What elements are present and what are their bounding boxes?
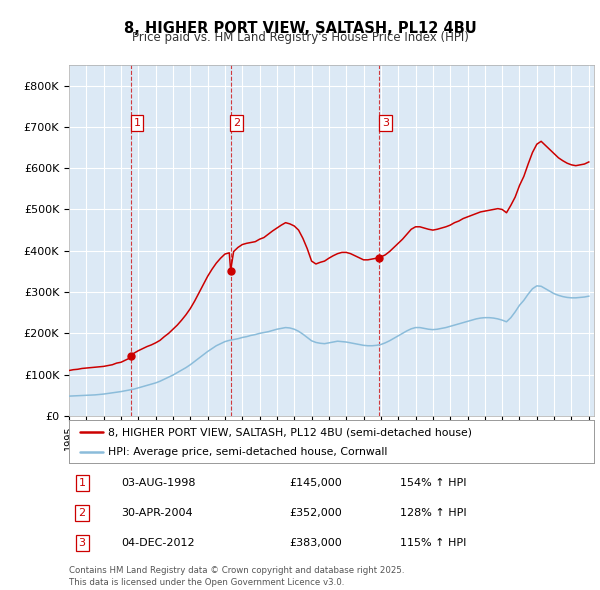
Text: 8, HIGHER PORT VIEW, SALTASH, PL12 4BU: 8, HIGHER PORT VIEW, SALTASH, PL12 4BU — [124, 21, 476, 35]
Text: 3: 3 — [79, 538, 86, 548]
Text: Price paid vs. HM Land Registry's House Price Index (HPI): Price paid vs. HM Land Registry's House … — [131, 31, 469, 44]
Text: 2: 2 — [233, 118, 241, 128]
Text: 1: 1 — [79, 478, 86, 488]
Text: 1: 1 — [134, 118, 140, 128]
Text: 154% ↑ HPI: 154% ↑ HPI — [400, 478, 466, 488]
Text: Contains HM Land Registry data © Crown copyright and database right 2025.
This d: Contains HM Land Registry data © Crown c… — [69, 566, 404, 587]
Text: 3: 3 — [382, 118, 389, 128]
Text: 03-AUG-1998: 03-AUG-1998 — [121, 478, 196, 488]
Text: 115% ↑ HPI: 115% ↑ HPI — [400, 538, 466, 548]
Text: £145,000: £145,000 — [290, 478, 342, 488]
Text: £352,000: £352,000 — [290, 508, 342, 518]
Text: 128% ↑ HPI: 128% ↑ HPI — [400, 508, 466, 518]
Text: HPI: Average price, semi-detached house, Cornwall: HPI: Average price, semi-detached house,… — [109, 447, 388, 457]
Text: £383,000: £383,000 — [290, 538, 342, 548]
Text: 8, HIGHER PORT VIEW, SALTASH, PL12 4BU (semi-detached house): 8, HIGHER PORT VIEW, SALTASH, PL12 4BU (… — [109, 427, 472, 437]
Text: 30-APR-2004: 30-APR-2004 — [121, 508, 193, 518]
Text: 2: 2 — [79, 508, 86, 518]
Text: 04-DEC-2012: 04-DEC-2012 — [121, 538, 195, 548]
